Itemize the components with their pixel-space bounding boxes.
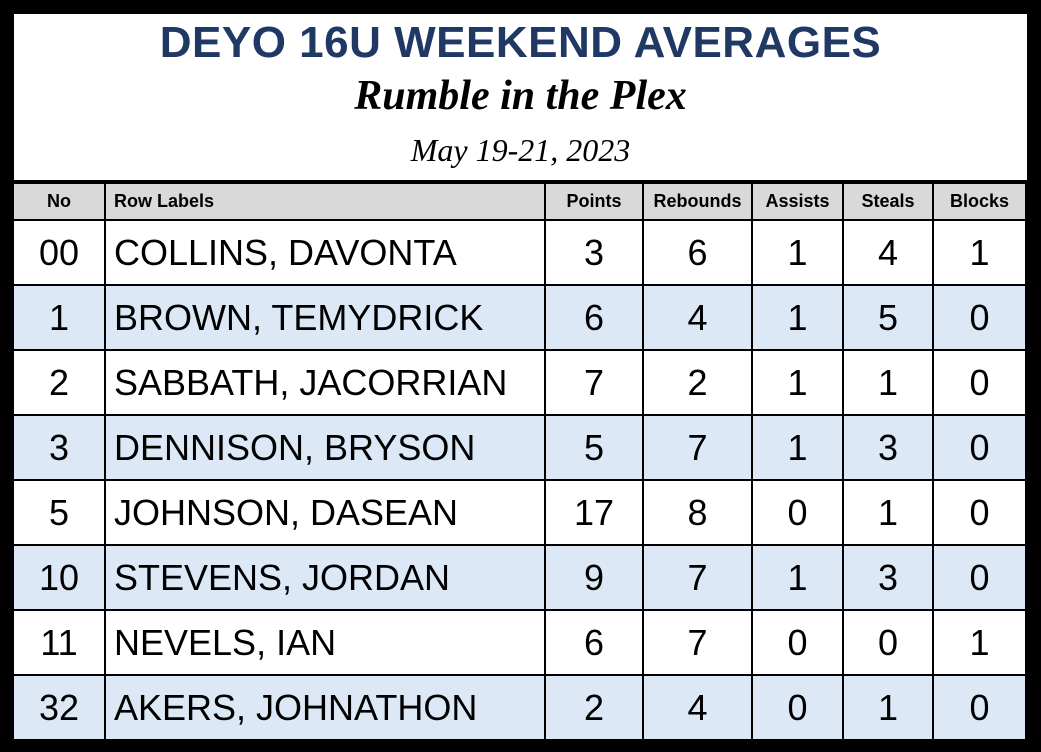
table-cell: 1 <box>753 416 842 479</box>
table-cell: 2 <box>546 676 642 739</box>
stats-table: No Row Labels Points Rebounds Assists Steals B… <box>14 182 1027 741</box>
table-cell: 0 <box>934 351 1025 414</box>
column-header: Rebounds <box>644 184 751 219</box>
column-header: Blocks <box>934 184 1025 219</box>
table-cell: 32 <box>14 676 104 739</box>
table-cell: 7 <box>546 351 642 414</box>
column-header: Row Labels <box>106 184 544 219</box>
table-cell: 1 <box>934 611 1025 674</box>
table-cell: 9 <box>546 546 642 609</box>
table-cell: 0 <box>934 416 1025 479</box>
player-name: NEVELS, IAN <box>106 611 544 674</box>
table-cell: 0 <box>753 481 842 544</box>
table-cell: 1 <box>934 221 1025 284</box>
table-cell: 7 <box>644 416 751 479</box>
column-header: Assists <box>753 184 842 219</box>
player-name: SABBATH, JACORRIAN <box>106 351 544 414</box>
table-cell: 0 <box>753 611 842 674</box>
player-name: BROWN, TEMYDRICK <box>106 286 544 349</box>
player-name: STEVENS, JORDAN <box>106 546 544 609</box>
table-cell: 3 <box>844 416 932 479</box>
table-cell: 6 <box>546 611 642 674</box>
column-header: Points <box>546 184 642 219</box>
table-cell: 1 <box>844 481 932 544</box>
table-cell: 6 <box>644 221 751 284</box>
table-cell: 7 <box>644 611 751 674</box>
table-cell: 2 <box>14 351 104 414</box>
table-cell: 3 <box>14 416 104 479</box>
player-name: JOHNSON, DASEAN <box>106 481 544 544</box>
player-name: DENNISON, BRYSON <box>106 416 544 479</box>
subtitle: Rumble in the Plex <box>354 73 687 119</box>
table-cell: 0 <box>934 481 1025 544</box>
table-cell: 0 <box>934 546 1025 609</box>
header: DEYO 16U WEEKEND AVERAGES Rumble in the … <box>14 14 1027 180</box>
table-cell: 0 <box>844 611 932 674</box>
column-header: No <box>14 184 104 219</box>
table-cell: 3 <box>844 546 932 609</box>
table-cell: 10 <box>14 546 104 609</box>
table-cell: 4 <box>644 286 751 349</box>
table-cell: 5 <box>14 481 104 544</box>
player-name: COLLINS, DAVONTA <box>106 221 544 284</box>
table-cell: 1 <box>753 546 842 609</box>
table-cell: 2 <box>644 351 751 414</box>
table-cell: 1 <box>14 286 104 349</box>
table-cell: 6 <box>546 286 642 349</box>
player-name: AKERS, JOHNATHON <box>106 676 544 739</box>
table-cell: 7 <box>644 546 751 609</box>
table-cell: 0 <box>753 676 842 739</box>
table-cell: 1 <box>844 676 932 739</box>
table-cell: 3 <box>546 221 642 284</box>
title: DEYO 16U WEEKEND AVERAGES <box>159 18 882 67</box>
table-cell: 11 <box>14 611 104 674</box>
table-cell: 8 <box>644 481 751 544</box>
table-cell: 1 <box>844 351 932 414</box>
table-cell: 1 <box>753 221 842 284</box>
table-cell: 4 <box>644 676 751 739</box>
table-cell: 1 <box>753 286 842 349</box>
table-cell: 0 <box>934 676 1025 739</box>
table-cell: 0 <box>934 286 1025 349</box>
table-cell: 17 <box>546 481 642 544</box>
date: May 19-21, 2023 <box>410 132 631 168</box>
table-cell: 5 <box>844 286 932 349</box>
table-cell: 4 <box>844 221 932 284</box>
table-cell: 5 <box>546 416 642 479</box>
table-cell: 00 <box>14 221 104 284</box>
table-cell: 1 <box>753 351 842 414</box>
column-header: Steals <box>844 184 932 219</box>
